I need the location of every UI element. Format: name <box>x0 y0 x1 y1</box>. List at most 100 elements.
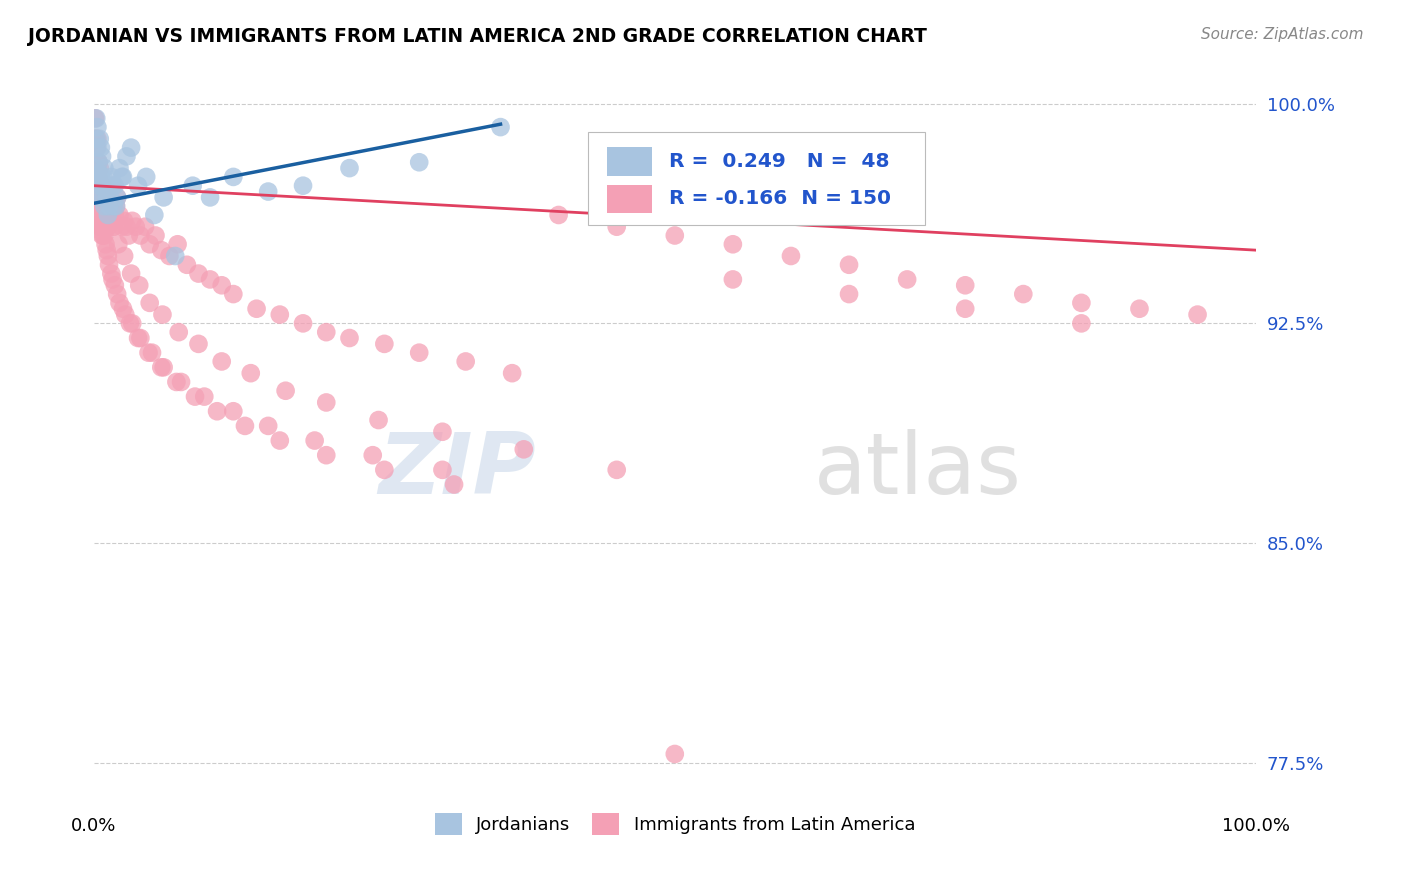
Point <box>315 395 337 409</box>
Point <box>606 219 628 234</box>
Point <box>211 278 233 293</box>
Point <box>91 178 114 193</box>
Point <box>129 331 152 345</box>
Point <box>547 208 569 222</box>
Point <box>606 463 628 477</box>
Point <box>84 140 107 154</box>
Point <box>408 155 430 169</box>
Point <box>89 161 111 175</box>
Point <box>143 208 166 222</box>
Point <box>198 190 221 204</box>
Point <box>176 258 198 272</box>
Point <box>361 448 384 462</box>
Point <box>152 190 174 204</box>
Point <box>94 208 117 222</box>
Point <box>84 161 107 175</box>
Text: R =  0.249   N =  48: R = 0.249 N = 48 <box>669 152 890 171</box>
Point <box>91 214 114 228</box>
Point <box>780 249 803 263</box>
Point <box>721 272 744 286</box>
Point <box>91 219 114 234</box>
Point <box>103 199 125 213</box>
Point <box>101 214 124 228</box>
FancyBboxPatch shape <box>588 132 925 225</box>
Point <box>89 185 111 199</box>
Point <box>150 243 173 257</box>
Point <box>84 161 107 175</box>
Point <box>87 155 110 169</box>
Point <box>165 375 187 389</box>
Point <box>128 278 150 293</box>
Point <box>94 237 117 252</box>
Point <box>90 178 112 193</box>
Point <box>84 132 107 146</box>
Point <box>89 190 111 204</box>
Point <box>91 178 114 193</box>
Point <box>93 190 115 204</box>
Point <box>103 219 125 234</box>
Point <box>513 442 536 457</box>
Point <box>104 208 127 222</box>
Point <box>86 169 108 184</box>
Point <box>100 169 122 184</box>
Point <box>97 249 120 263</box>
Point <box>97 219 120 234</box>
Point <box>86 161 108 175</box>
Point <box>432 425 454 439</box>
Point <box>373 337 395 351</box>
Point <box>108 296 131 310</box>
Point <box>111 169 134 184</box>
Point <box>84 112 107 126</box>
Point <box>101 272 124 286</box>
Point <box>91 185 114 199</box>
Point <box>159 249 181 263</box>
Bar <box>607 147 651 176</box>
Point <box>664 747 686 761</box>
Point <box>86 155 108 169</box>
Point <box>896 272 918 286</box>
Point <box>94 178 117 193</box>
Point <box>96 190 118 204</box>
Point <box>167 325 190 339</box>
Point <box>96 214 118 228</box>
Point <box>91 169 114 184</box>
Point <box>134 219 156 234</box>
Point <box>86 190 108 204</box>
Point <box>339 331 361 345</box>
Point <box>187 267 209 281</box>
Point <box>432 463 454 477</box>
Point <box>269 434 291 448</box>
Point <box>91 149 114 163</box>
Point <box>91 199 114 213</box>
Point <box>105 287 128 301</box>
Text: JORDANIAN VS IMMIGRANTS FROM LATIN AMERICA 2ND GRADE CORRELATION CHART: JORDANIAN VS IMMIGRANTS FROM LATIN AMERI… <box>28 27 927 45</box>
Point <box>138 237 160 252</box>
Point <box>127 178 149 193</box>
Point <box>501 366 523 380</box>
Point <box>205 404 228 418</box>
Point <box>105 199 128 213</box>
Point <box>89 190 111 204</box>
Point <box>105 190 128 204</box>
Point <box>84 140 107 154</box>
Point <box>94 185 117 199</box>
Point <box>181 178 204 193</box>
Point <box>87 155 110 169</box>
Point <box>239 366 262 380</box>
Point <box>91 219 114 234</box>
Point <box>721 237 744 252</box>
Point <box>166 237 188 252</box>
Point <box>89 132 111 146</box>
Point <box>211 354 233 368</box>
Point <box>107 237 129 252</box>
Point <box>91 228 114 243</box>
Point <box>222 169 245 184</box>
Text: R = -0.166  N = 150: R = -0.166 N = 150 <box>669 189 891 208</box>
Point <box>443 477 465 491</box>
Legend: Jordanians, Immigrants from Latin America: Jordanians, Immigrants from Latin Americ… <box>426 805 924 845</box>
Point <box>90 219 112 234</box>
Point <box>953 278 976 293</box>
Point <box>100 267 122 281</box>
Point <box>90 199 112 213</box>
Point <box>129 228 152 243</box>
